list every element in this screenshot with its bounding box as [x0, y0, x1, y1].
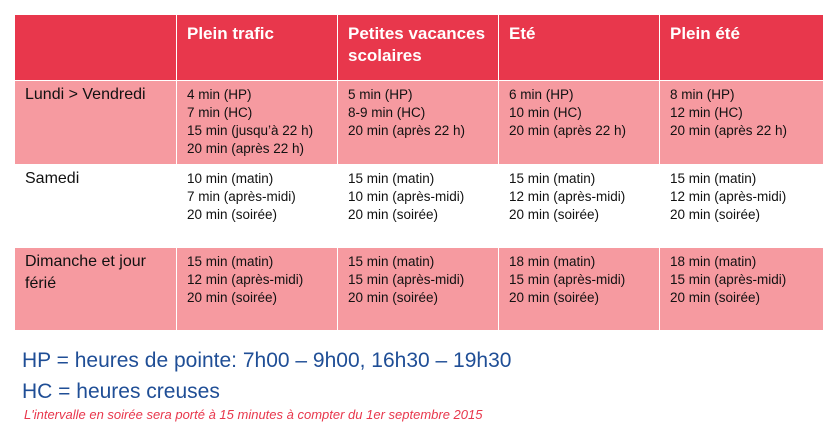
cell-line: 8 min (HP): [670, 87, 735, 102]
row-lundi-vendredi: Lundi > Vendredi 4 min (HP) 7 min (HC) 1…: [14, 80, 824, 165]
cell-plein-ete: 8 min (HP) 12 min (HC) 20 min (après 22 …: [659, 80, 824, 165]
cell-line: 6 min (HP): [509, 87, 574, 102]
cell-line: 20 min (après 22 h): [187, 141, 305, 156]
cell-line: 12 min (après-midi): [670, 189, 787, 204]
cell-line: 7 min (après-midi): [187, 189, 296, 204]
cell-line: 20 min (soirée): [348, 207, 439, 222]
header-ete: Eté: [498, 14, 660, 81]
schedule-table: Plein trafic Petites vacances scolaires …: [14, 14, 824, 331]
cell-line: 15 min (jusqu’à 22 h): [187, 123, 314, 138]
cell-plein-ete: 15 min (matin) 12 min (après-midi) 20 mi…: [659, 164, 824, 248]
footnote: L'intervalle en soirée sera porté à 15 m…: [24, 407, 483, 422]
header-plein-ete: Plein été: [659, 14, 824, 81]
header-row: Plein trafic Petites vacances scolaires …: [14, 14, 824, 81]
cell-petites-vacances: 15 min (matin) 10 min (après-midi) 20 mi…: [337, 164, 499, 248]
cell-ete: 18 min (matin) 15 min (après-midi) 20 mi…: [498, 247, 660, 331]
cell-plein-trafic: 15 min (matin) 12 min (après-midi) 20 mi…: [176, 247, 338, 331]
header-plein-trafic: Plein trafic: [176, 14, 338, 81]
cell-line: 20 min (soirée): [509, 207, 600, 222]
cell-plein-trafic: 4 min (HP) 7 min (HC) 15 min (jusqu’à 22…: [176, 80, 338, 165]
cell-line: 20 min (soirée): [348, 290, 439, 305]
cell-line: 10 min (HC): [509, 105, 582, 120]
row-label: Samedi: [14, 164, 177, 248]
cell-line: 15 min (matin): [348, 254, 435, 269]
cell-ete: 15 min (matin) 12 min (après-midi) 20 mi…: [498, 164, 660, 248]
cell-line: 15 min (matin): [509, 171, 596, 186]
cell-line: 10 min (après-midi): [348, 189, 465, 204]
cell-line: 10 min (matin): [187, 171, 274, 186]
cell-line: 20 min (soirée): [670, 290, 761, 305]
cell-petites-vacances: 15 min (matin) 15 min (après-midi) 20 mi…: [337, 247, 499, 331]
legend-hp: HP = heures de pointe: 7h00 – 9h00, 16h3…: [22, 349, 512, 372]
cell-line: 18 min (matin): [509, 254, 596, 269]
row-label: Lundi > Vendredi: [14, 80, 177, 165]
cell-line: 18 min (matin): [670, 254, 757, 269]
cell-line: 15 min (matin): [187, 254, 274, 269]
legend-hc: HC = heures creuses: [22, 380, 220, 403]
cell-line: 12 min (HC): [670, 105, 743, 120]
cell-line: 4 min (HP): [187, 87, 252, 102]
cell-line: 12 min (après-midi): [509, 189, 626, 204]
cell-line: 20 min (soirée): [187, 207, 278, 222]
cell-plein-ete: 18 min (matin) 15 min (après-midi) 20 mi…: [659, 247, 824, 331]
row-samedi: Samedi 10 min (matin) 7 min (après-midi)…: [14, 164, 824, 248]
cell-line: 15 min (après-midi): [670, 272, 787, 287]
cell-petites-vacances: 5 min (HP) 8-9 min (HC) 20 min (après 22…: [337, 80, 499, 165]
cell-line: 15 min (matin): [670, 171, 757, 186]
cell-line: 12 min (après-midi): [187, 272, 304, 287]
cell-line: 20 min (soirée): [670, 207, 761, 222]
row-label: Dimanche et jour férié: [14, 247, 177, 331]
cell-line: 15 min (après-midi): [509, 272, 626, 287]
cell-plein-trafic: 10 min (matin) 7 min (après-midi) 20 min…: [176, 164, 338, 248]
cell-line: 7 min (HC): [187, 105, 253, 120]
row-dimanche-ferie: Dimanche et jour férié 15 min (matin) 12…: [14, 247, 824, 331]
cell-line: 20 min (soirée): [187, 290, 278, 305]
cell-line: 15 min (matin): [348, 171, 435, 186]
cell-line: 15 min (après-midi): [348, 272, 465, 287]
cell-line: 20 min (après 22 h): [670, 123, 788, 138]
cell-ete: 6 min (HP) 10 min (HC) 20 min (après 22 …: [498, 80, 660, 165]
header-petites-vacances: Petites vacances scolaires: [337, 14, 499, 81]
cell-line: 8-9 min (HC): [348, 105, 426, 120]
cell-line: 20 min (après 22 h): [509, 123, 627, 138]
cell-line: 5 min (HP): [348, 87, 413, 102]
header-corner-cell: [14, 14, 177, 81]
cell-line: 20 min (après 22 h): [348, 123, 466, 138]
cell-line: 20 min (soirée): [509, 290, 600, 305]
